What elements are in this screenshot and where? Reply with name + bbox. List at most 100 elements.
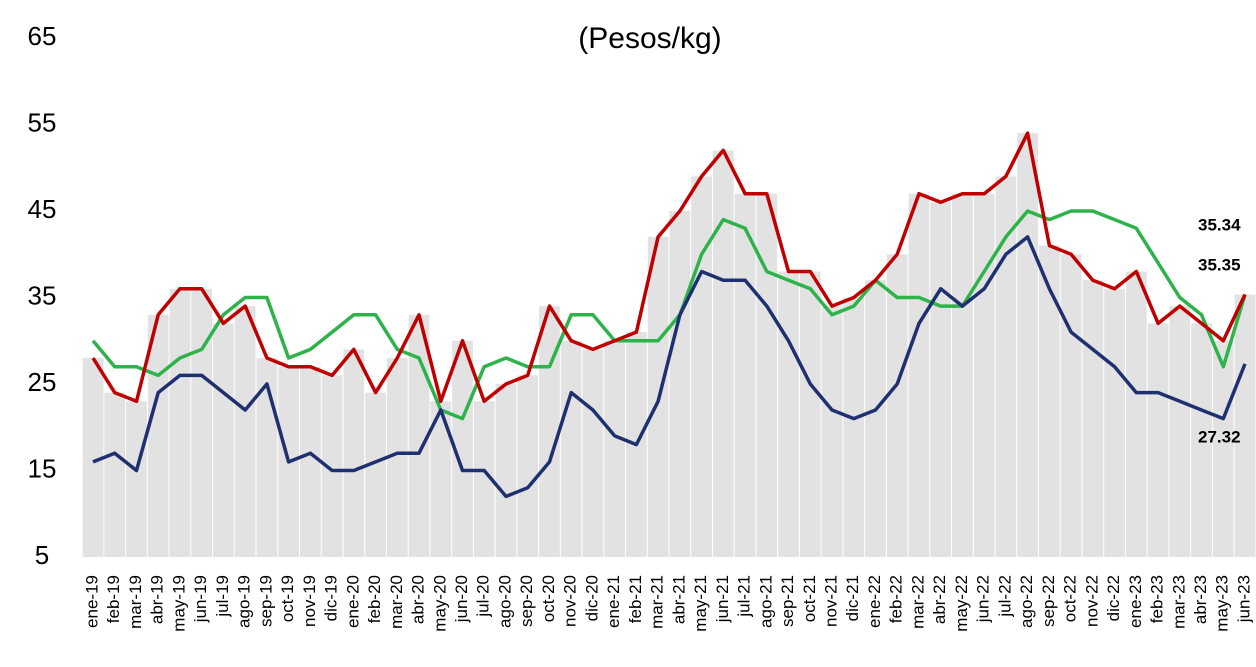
x-tick-label: jun-22 xyxy=(974,575,993,623)
bar xyxy=(299,366,321,557)
y-tick-label: 15 xyxy=(28,453,57,483)
x-tick-label: sep-19 xyxy=(256,575,275,627)
x-tick-label: jun-20 xyxy=(452,575,471,623)
bar xyxy=(973,193,995,557)
bar xyxy=(865,280,886,557)
bar xyxy=(1234,294,1256,557)
x-tick-label: abr-21 xyxy=(669,575,688,624)
data-label: 35.34 xyxy=(1198,215,1241,234)
bar xyxy=(582,349,604,557)
bar xyxy=(1017,133,1039,557)
bar xyxy=(234,306,256,557)
bar xyxy=(321,375,343,557)
x-tick-label: abr-20 xyxy=(409,575,428,624)
x-tick-label: may-19 xyxy=(169,575,188,632)
x-tick-label: ago-19 xyxy=(235,575,254,628)
x-tick-label: ago-20 xyxy=(495,575,514,628)
bar xyxy=(821,306,843,557)
x-tick-label: may-21 xyxy=(691,575,710,632)
x-tick-label: feb-20 xyxy=(365,575,384,623)
bar xyxy=(539,306,560,557)
data-label: 27.32 xyxy=(1198,427,1241,446)
x-tick-label: feb-22 xyxy=(887,575,906,623)
x-tick-label: ago-22 xyxy=(1017,575,1036,628)
y-tick-label: 35 xyxy=(28,280,57,310)
bar xyxy=(756,193,778,557)
bar xyxy=(126,401,147,557)
bar xyxy=(169,288,191,557)
bar xyxy=(560,340,582,557)
x-tick-label: oct-19 xyxy=(278,575,297,622)
x-tick-label: feb-23 xyxy=(1148,575,1167,623)
bar xyxy=(995,176,1017,557)
bar xyxy=(1082,280,1104,557)
bar xyxy=(734,193,756,557)
bar xyxy=(1169,306,1191,557)
x-tick-label: ene-21 xyxy=(604,575,623,628)
bar xyxy=(930,202,952,557)
y-tick-label: 55 xyxy=(28,107,57,137)
x-tick-label: oct-20 xyxy=(539,575,558,622)
bar xyxy=(213,323,234,557)
bar xyxy=(1191,323,1212,557)
line-series xyxy=(91,209,1247,421)
bar xyxy=(1147,323,1169,557)
x-tick-label: mar-22 xyxy=(908,575,927,629)
chart-title: (Pesos/kg) xyxy=(578,22,721,55)
bar xyxy=(691,176,712,557)
bar xyxy=(343,349,365,557)
x-tick-label: abr-22 xyxy=(930,575,949,624)
bar xyxy=(191,288,213,557)
bar xyxy=(1039,245,1060,557)
y-tick-label: 45 xyxy=(28,194,57,224)
y-tick-label: 5 xyxy=(35,540,49,570)
bar xyxy=(1125,271,1147,557)
x-tick-label: jul-20 xyxy=(474,575,493,618)
x-tick-label: ene-20 xyxy=(343,575,362,628)
bar xyxy=(712,150,734,557)
bar xyxy=(952,193,973,557)
bar xyxy=(82,358,104,557)
x-tick-label: dic-22 xyxy=(1104,575,1123,621)
bar xyxy=(669,211,691,557)
x-tick-label: nov-20 xyxy=(561,575,580,627)
x-tick-label: dic-20 xyxy=(582,575,601,621)
x-tick-label: feb-21 xyxy=(626,575,645,623)
x-tick-label: sep-22 xyxy=(1039,575,1058,627)
x-tick-label: nov-21 xyxy=(822,575,841,627)
bar xyxy=(452,340,473,557)
line-series xyxy=(91,131,1247,404)
bar xyxy=(430,401,452,557)
x-tick-label: may-23 xyxy=(1213,575,1232,632)
bar xyxy=(1212,340,1234,557)
bar xyxy=(386,358,408,557)
x-tick-label: jun-23 xyxy=(1234,575,1253,623)
bar xyxy=(886,254,908,557)
bar xyxy=(147,314,169,557)
bar xyxy=(799,271,821,557)
x-tick-label: jul-22 xyxy=(995,575,1014,618)
line-series xyxy=(92,235,1247,499)
x-tick-label: oct-21 xyxy=(800,575,819,622)
x-tick-label: ene-22 xyxy=(865,575,884,628)
y-tick-label: 65 xyxy=(28,21,57,51)
x-tick-label: mar-19 xyxy=(126,575,145,629)
x-tick-label: jul-21 xyxy=(735,575,754,618)
bar xyxy=(843,297,865,557)
bar xyxy=(408,314,430,557)
x-tick-label: abr-23 xyxy=(1191,575,1210,624)
x-tick-label: jun-19 xyxy=(191,575,210,623)
x-tick-label: may-22 xyxy=(952,575,971,632)
x-tick-label: mar-23 xyxy=(1169,575,1188,629)
bar xyxy=(1060,254,1082,557)
bar xyxy=(473,401,495,557)
x-tick-label: feb-19 xyxy=(104,575,123,623)
x-tick-label: ene-19 xyxy=(82,575,101,628)
bar xyxy=(1104,288,1125,557)
x-tick-label: abr-19 xyxy=(148,575,167,624)
x-tick-label: may-20 xyxy=(430,575,449,632)
x-tick-label: jun-21 xyxy=(713,575,732,623)
bar xyxy=(517,375,539,557)
